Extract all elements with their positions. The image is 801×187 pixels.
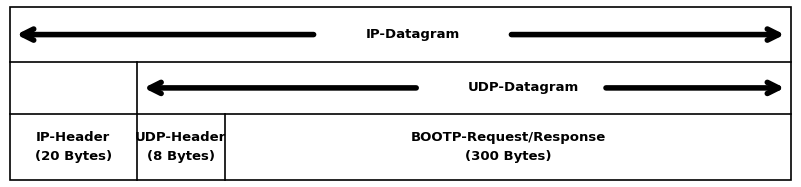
Text: UDP-Datagram: UDP-Datagram	[468, 81, 579, 94]
Text: IP-Datagram: IP-Datagram	[365, 28, 460, 41]
Text: BOOTP-Request/Response
(300 Bytes): BOOTP-Request/Response (300 Bytes)	[410, 131, 606, 163]
Text: UDP-Header
(8 Bytes): UDP-Header (8 Bytes)	[135, 131, 227, 163]
Text: IP-Header
(20 Bytes): IP-Header (20 Bytes)	[34, 131, 112, 163]
